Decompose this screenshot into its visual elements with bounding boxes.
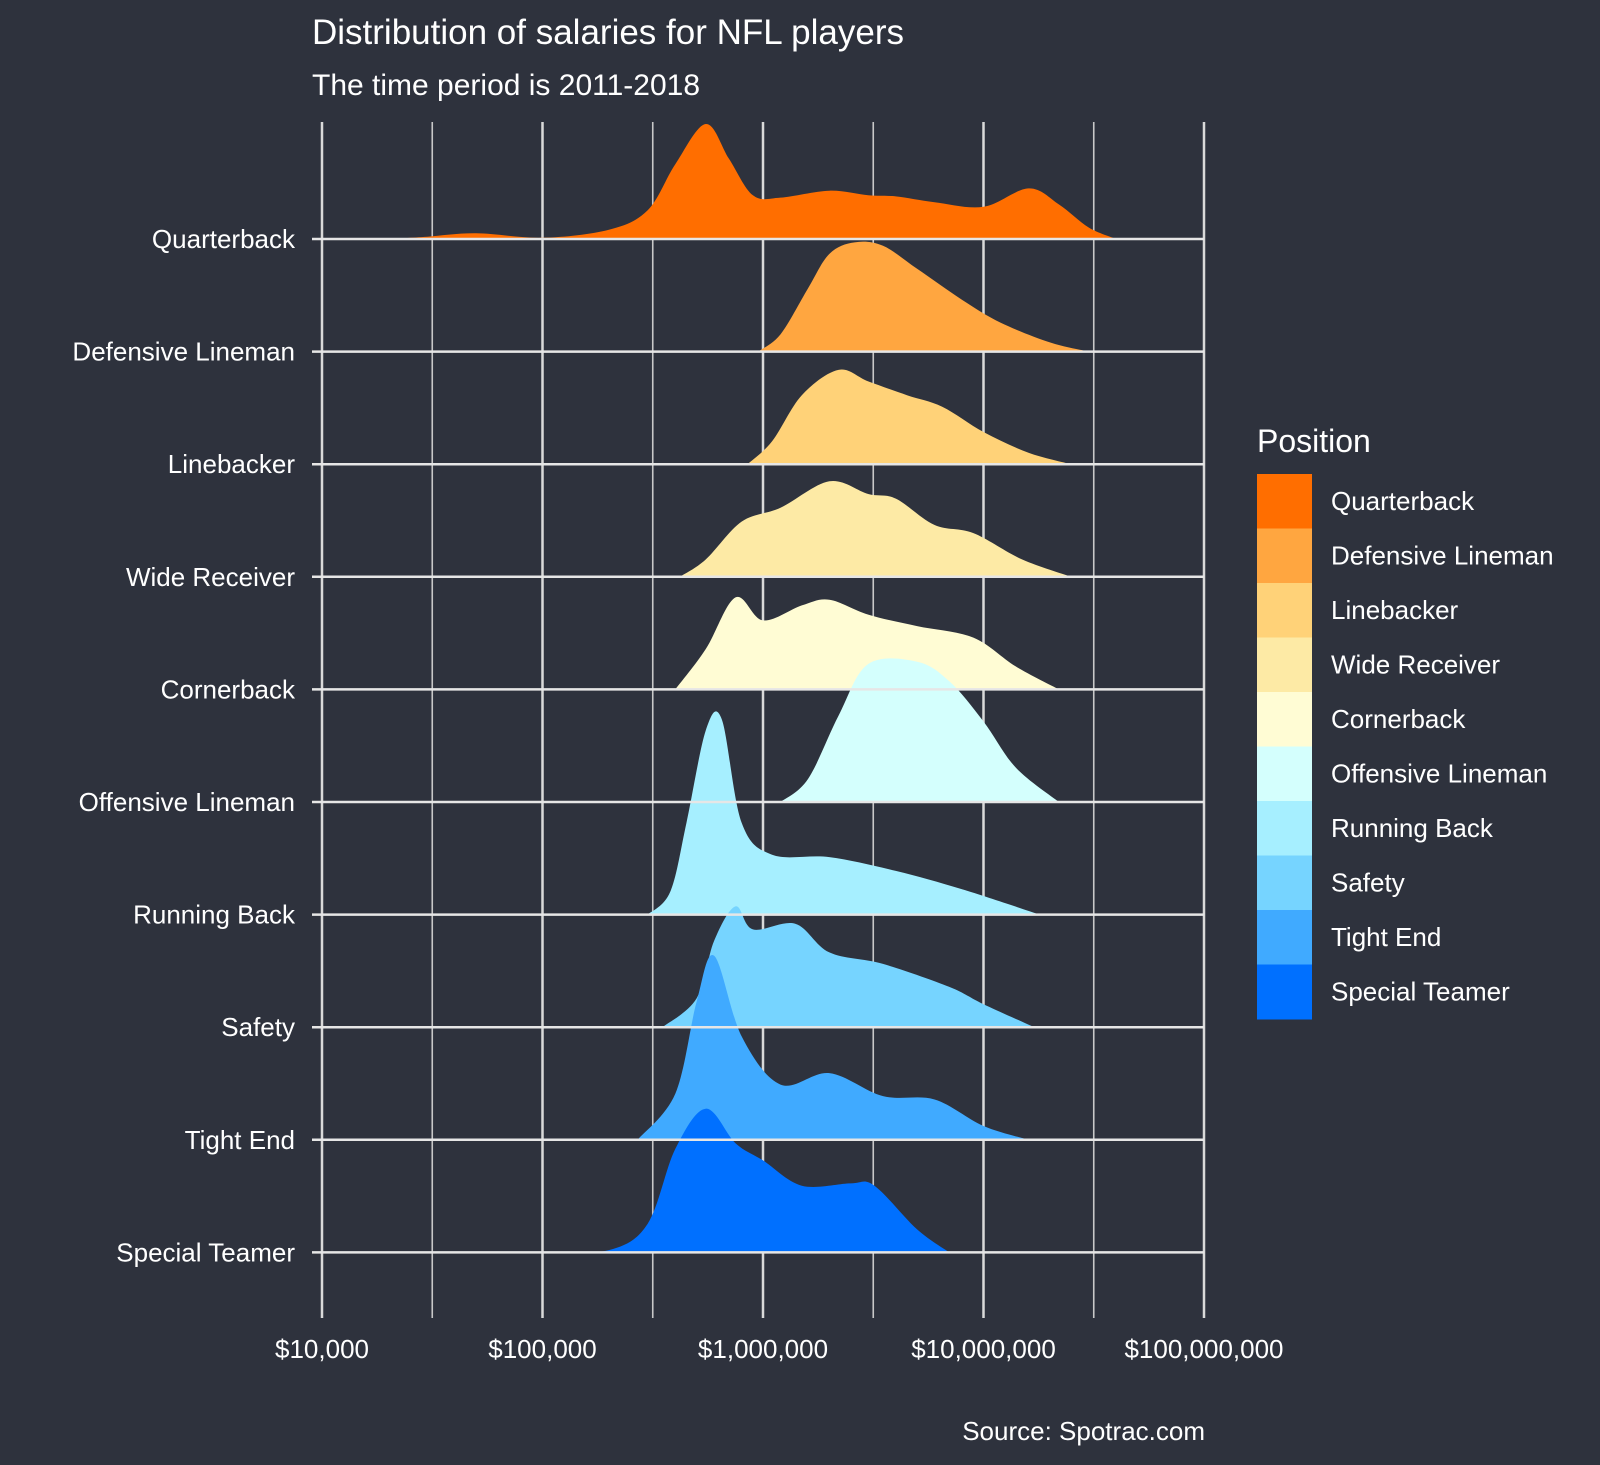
- ridges: [388, 123, 1117, 1253]
- legend-label: Quarterback: [1331, 486, 1475, 516]
- y-tick-label: Offensive Lineman: [79, 787, 295, 817]
- legend-swatch: [1257, 801, 1312, 856]
- ridge-quarterback: [388, 123, 1117, 239]
- legend-swatch: [1257, 528, 1312, 584]
- y-tick-label: Cornerback: [161, 674, 296, 704]
- legend-swatch: [1257, 474, 1312, 529]
- ridge-linebacker: [747, 369, 1072, 465]
- baselines: [312, 237, 1204, 1254]
- x-tick-label: $100,000: [488, 1334, 596, 1364]
- y-tick-label: Linebacker: [168, 449, 296, 479]
- ridge-cornerback: [675, 596, 1059, 690]
- legend-swatch: [1257, 855, 1312, 911]
- x-tick-label: $100,000,000: [1124, 1334, 1283, 1364]
- legend-swatch: [1257, 910, 1312, 965]
- chart-subtitle: The time period is 2011-2018: [312, 69, 700, 102]
- legend-label: Linebacker: [1331, 595, 1459, 625]
- y-tick-label: Defensive Lineman: [72, 337, 295, 367]
- ridge-wide-receiver: [679, 481, 1072, 577]
- y-tick-label: Running Back: [133, 900, 296, 930]
- legend-label: Offensive Lineman: [1331, 759, 1547, 789]
- legend-label: Safety: [1331, 868, 1405, 898]
- ridge-special-teamer: [542, 1108, 950, 1253]
- legend-title: Position: [1257, 423, 1371, 459]
- y-tick-label: Safety: [221, 1012, 295, 1042]
- x-tick-label: $10,000,000: [911, 1334, 1056, 1364]
- ridge-tight-end: [637, 955, 1029, 1140]
- legend-label: Special Teamer: [1331, 977, 1510, 1007]
- x-axis: $10,000 $100,000 $1,000,000 $10,000,000 $100…: [275, 1334, 1284, 1364]
- legend-swatch: [1257, 964, 1312, 1020]
- x-tick-label: $1,000,000: [698, 1334, 828, 1364]
- y-tick-label: Tight End: [185, 1125, 295, 1155]
- legend-label: Tight End: [1331, 922, 1441, 952]
- y-tick-label: Quarterback: [152, 224, 296, 254]
- y-tick-label: Special Teamer: [116, 1237, 295, 1267]
- y-tick-label: Wide Receiver: [126, 562, 295, 592]
- chart-title: Distribution of salaries for NFL players: [312, 13, 904, 52]
- legend-label: Running Back: [1331, 813, 1494, 843]
- legend-label: Cornerback: [1331, 704, 1466, 734]
- legend-swatch: [1257, 637, 1312, 693]
- legend-swatch: [1257, 746, 1312, 802]
- y-axis: Quarterback Defensive Lineman Linebacker Wi…: [72, 224, 296, 1267]
- legend-label: Wide Receiver: [1331, 650, 1500, 680]
- legend: Quarterback Defensive Lineman Linebacker Wi…: [1257, 474, 1554, 1020]
- legend-label: Defensive Lineman: [1331, 541, 1554, 571]
- legend-swatch: [1257, 583, 1312, 638]
- ridge-offensive-lineman: [780, 658, 1059, 802]
- x-tick-label: $10,000: [275, 1334, 369, 1364]
- legend-swatch: [1257, 692, 1312, 747]
- ridge-defensive-lineman: [758, 241, 1089, 352]
- ridge-safety: [662, 906, 1035, 1028]
- ridge-running-back: [647, 711, 1040, 915]
- chart-caption: Source: Spotrac.com: [962, 1416, 1205, 1446]
